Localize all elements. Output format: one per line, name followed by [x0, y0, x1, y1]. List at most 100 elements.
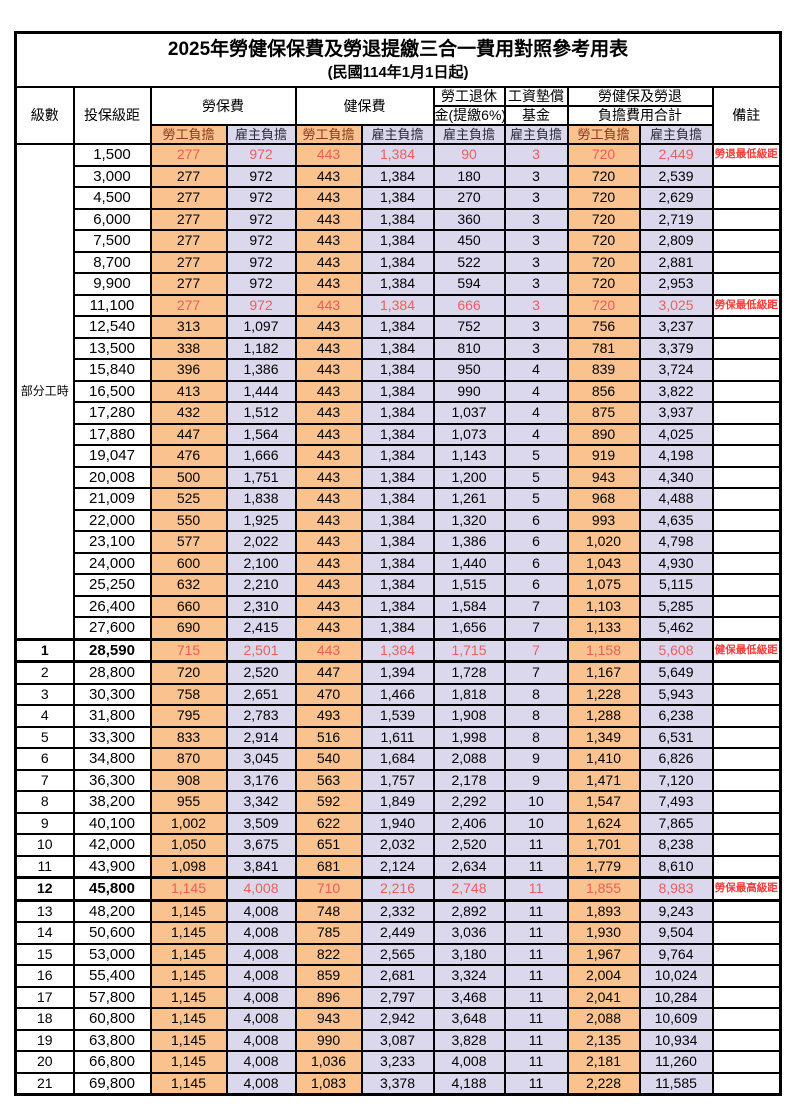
wage-fund-employer-cell: 7: [503, 660, 569, 685]
pension-employer-cell: 990: [432, 379, 506, 403]
subheader-labor-employer: 雇主負擔: [225, 124, 297, 145]
health-employee-cell: 443: [294, 551, 363, 575]
total-employee-cell: 720: [566, 229, 641, 253]
labor-employee-cell: 1,002: [149, 811, 228, 835]
total-employer-cell: 2,719: [638, 207, 714, 231]
bracket-cell: 45,800: [72, 876, 152, 902]
health-employer-cell: 1,384: [360, 250, 435, 274]
health-employee-cell: 443: [294, 207, 363, 231]
labor-employer-cell: 4,008: [225, 964, 297, 988]
health-employee-cell: 443: [294, 358, 363, 382]
bracket-cell: 57,800: [72, 985, 152, 1009]
note-cell: [711, 315, 782, 339]
labor-employer-cell: 1,666: [225, 444, 297, 468]
col-header-total-line2: 負擔費用合計: [566, 105, 714, 126]
level-cell: 15: [14, 942, 75, 966]
health-employer-cell: 1,384: [360, 551, 435, 575]
pension-employer-cell: 1,320: [432, 508, 506, 532]
note-cell: [711, 465, 782, 489]
health-employer-cell: 1,684: [360, 747, 435, 771]
health-employee-cell: 443: [294, 573, 363, 597]
pension-employer-cell: 1,728: [432, 660, 506, 685]
labor-employee-cell: 1,145: [149, 964, 228, 988]
pension-employer-cell: 90: [432, 143, 506, 167]
level-cell: 19: [14, 1028, 75, 1052]
health-employer-cell: 1,940: [360, 811, 435, 835]
total-employee-cell: 720: [566, 143, 641, 167]
labor-employer-cell: 972: [225, 207, 297, 231]
health-employee-cell: 943: [294, 1007, 363, 1031]
total-employer-cell: 2,449: [638, 143, 714, 167]
labor-employer-cell: 2,783: [225, 704, 297, 728]
labor-employee-cell: 277: [149, 229, 228, 253]
col-header-total-line1: 勞健保及勞退: [566, 86, 714, 107]
total-employer-cell: 9,243: [638, 899, 714, 923]
table-row: 23,100 577 2,022 443 1,384 1,386 6 1,020 4,798: [16, 530, 782, 554]
labor-employee-cell: 1,145: [149, 1050, 228, 1074]
health-employee-cell: 447: [294, 660, 363, 685]
pension-employer-cell: 3,468: [432, 985, 506, 1009]
pension-employer-cell: 1,908: [432, 704, 506, 728]
wage-fund-employer-cell: 3: [503, 164, 569, 188]
note-cell: [711, 1050, 782, 1074]
labor-employee-cell: 600: [149, 551, 228, 575]
total-employer-cell: 6,238: [638, 704, 714, 728]
total-employer-cell: 5,115: [638, 573, 714, 597]
bracket-cell: 26,400: [72, 594, 152, 618]
labor-employee-cell: 758: [149, 682, 228, 706]
health-employee-cell: 681: [294, 854, 363, 879]
total-employee-cell: 720: [566, 207, 641, 231]
header-row-2: 金(提繳6%) 基金 負擔費用合計: [16, 105, 781, 126]
health-employer-cell: 1,384: [360, 315, 435, 339]
health-employee-cell: 443: [294, 465, 363, 489]
total-employee-cell: 1,349: [566, 725, 641, 749]
note-cell: [711, 854, 782, 879]
note-cell: [711, 704, 782, 728]
total-employee-cell: 781: [566, 336, 641, 360]
labor-employer-cell: 1,512: [225, 401, 297, 425]
health-employee-cell: 443: [294, 315, 363, 339]
health-employee-cell: 443: [294, 336, 363, 360]
labor-employee-cell: 277: [149, 186, 228, 210]
health-employee-cell: 470: [294, 682, 363, 706]
health-employee-cell: 443: [294, 594, 363, 618]
labor-employee-cell: 1,145: [149, 876, 228, 902]
bracket-cell: 48,200: [72, 899, 152, 923]
total-employee-cell: 2,004: [566, 964, 641, 988]
total-employee-cell: 1,228: [566, 682, 641, 706]
subheader-health-employee: 勞工負擔: [294, 124, 363, 145]
health-employer-cell: 1,849: [360, 790, 435, 814]
labor-employee-cell: 908: [149, 768, 228, 792]
health-employee-cell: 443: [294, 508, 363, 532]
level-cell: 1: [14, 637, 75, 663]
total-employee-cell: 1,701: [566, 833, 641, 857]
wage-fund-employer-cell: 8: [503, 725, 569, 749]
bracket-cell: 40,100: [72, 811, 152, 835]
bracket-cell: 28,590: [72, 637, 152, 663]
labor-employer-cell: 1,097: [225, 315, 297, 339]
health-employer-cell: 1,757: [360, 768, 435, 792]
pension-employer-cell: 3,180: [432, 942, 506, 966]
note-cell: [711, 811, 782, 835]
wage-fund-employer-cell: 5: [503, 487, 569, 511]
health-employer-cell: 2,565: [360, 942, 435, 966]
bracket-cell: 12,540: [72, 315, 152, 339]
pension-employer-cell: 1,440: [432, 551, 506, 575]
health-employee-cell: 493: [294, 704, 363, 728]
bracket-cell: 15,840: [72, 358, 152, 382]
total-employee-cell: 1,967: [566, 942, 641, 966]
health-employee-cell: 443: [294, 401, 363, 425]
note-cell: [711, 725, 782, 749]
bracket-cell: 30,300: [72, 682, 152, 706]
note-cell: [711, 616, 782, 640]
note-cell: [711, 660, 782, 685]
header-row-1: 級數 投保級距 勞保費 健保費 勞工退休 工資墊償 勞健保及勞退 備註: [14, 86, 782, 145]
health-employer-cell: 2,797: [360, 985, 435, 1009]
total-employer-cell: 3,822: [638, 379, 714, 403]
health-employer-cell: 1,384: [360, 293, 435, 317]
header-row-3: 勞工負擔 雇主負擔 勞工負擔 雇主負擔 雇主負擔 雇主負擔 勞工負擔 雇主負擔: [16, 124, 781, 145]
total-employer-cell: 5,462: [638, 616, 714, 640]
total-employee-cell: 720: [566, 250, 641, 274]
health-employer-cell: 1,384: [360, 594, 435, 618]
title-cell: 2025年勞健保保費及勞退提繳三合一費用對照參考用表 (民國114年1月1日起): [14, 31, 782, 88]
